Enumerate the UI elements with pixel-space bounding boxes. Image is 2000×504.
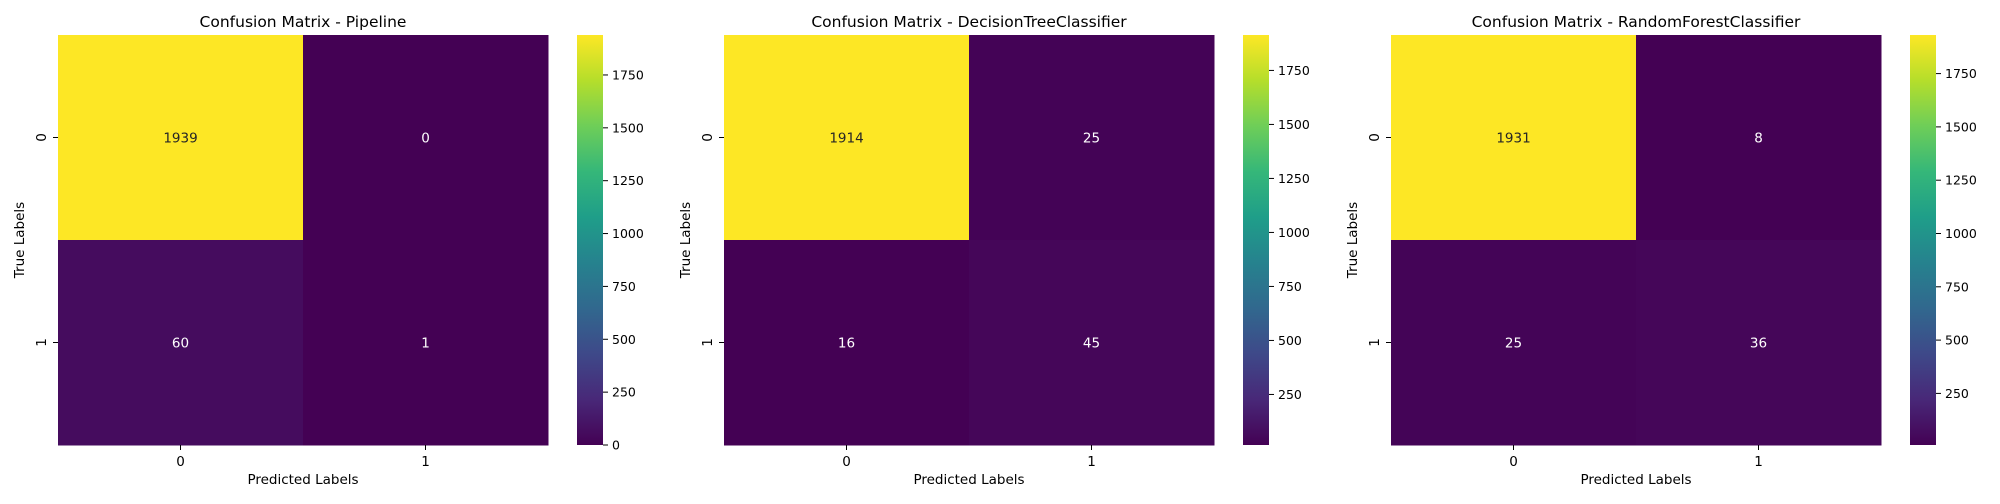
y-tick-label: 1 (34, 338, 50, 347)
colorbar-tick-label: 750 (1945, 279, 1969, 294)
chart-title: Confusion Matrix - RandomForestClassifie… (1472, 13, 1801, 31)
heatmap-panel-3: Confusion Matrix - RandomForestClassifie… (1345, 13, 1977, 488)
cell-value-label: 1931 (1496, 131, 1530, 147)
x-tick-label: 1 (421, 454, 430, 470)
colorbar-tick-label: 250 (1945, 386, 1969, 401)
cell-value-label: 25 (1505, 336, 1522, 352)
y-tick-label: 1 (1367, 338, 1383, 347)
y-axis-label: True Labels (678, 202, 694, 279)
colorbar-tick-label: 1250 (1278, 171, 1310, 186)
heatmap-cell-r0-c0 (1391, 35, 1637, 241)
heatmap-panel-1: Confusion Matrix - Pipeline 1939 0 60 1 0 1 0 1 P… (12, 13, 644, 488)
colorbar (577, 35, 603, 445)
heatmap-cell-r1-c0 (1391, 240, 1637, 446)
cell-value-label: 1939 (163, 131, 197, 147)
y-tick-label: 0 (700, 133, 716, 142)
colorbar-tick-label: 250 (1278, 387, 1302, 402)
heatmap-cell-r0-c0 (58, 35, 304, 241)
heatmap-cell-r1-c0 (724, 240, 970, 446)
colorbar-tick-label: 1500 (1945, 119, 1977, 134)
y-axis-label: True Labels (12, 202, 28, 279)
heatmap-panel-2: Confusion Matrix - DecisionTreeClassifie… (678, 13, 1310, 488)
y-tick-label: 1 (700, 338, 716, 347)
chart-title: Confusion Matrix - Pipeline (200, 13, 407, 31)
cell-value-label: 45 (1083, 336, 1100, 352)
cell-value-label: 60 (172, 336, 189, 352)
colorbar-tick-label: 250 (612, 385, 636, 400)
y-tick-label: 0 (1367, 133, 1383, 142)
cell-value-label: 1 (421, 336, 430, 352)
cell-value-label: 8 (1754, 131, 1763, 147)
x-tick-label: 0 (176, 454, 185, 470)
colorbar-tick-label: 1750 (612, 67, 644, 82)
cell-value-label: 0 (421, 131, 430, 147)
colorbar-tick-label: 1000 (1945, 226, 1977, 241)
colorbar-tick-label: 1750 (1278, 63, 1310, 78)
chart-title: Confusion Matrix - DecisionTreeClassifie… (811, 13, 1127, 31)
heatmap-cell-r0-c0 (724, 35, 970, 241)
y-tick-label: 0 (34, 133, 50, 142)
colorbar-tick-label: 500 (1278, 333, 1302, 348)
x-tick-label: 0 (842, 454, 851, 470)
colorbar-tick-label: 1500 (612, 120, 644, 135)
heatmap-cell-r1-c1 (303, 240, 549, 446)
colorbar-tick-label: 750 (1278, 279, 1302, 294)
cell-value-label: 36 (1750, 336, 1767, 352)
y-axis-label: True Labels (1345, 202, 1361, 279)
colorbar (1910, 35, 1936, 445)
heatmap-cell-r0-c1 (303, 35, 549, 241)
colorbar-tick-label: 1500 (1278, 117, 1310, 132)
colorbar-tick-label: 1000 (1278, 225, 1310, 240)
heatmap-cell-r0-c1 (969, 35, 1215, 241)
colorbar-tick-label: 1750 (1945, 66, 1977, 81)
x-axis-label: Predicted Labels (247, 472, 358, 488)
colorbar-tick-label: 1250 (1945, 173, 1977, 188)
x-axis-label: Predicted Labels (913, 472, 1024, 488)
colorbar-tick-label: 1000 (612, 226, 644, 241)
cell-value-label: 25 (1083, 131, 1100, 147)
colorbar-tick-label: 0 (612, 438, 620, 453)
heatmap-cell-r1-c0 (58, 240, 304, 446)
colorbar-tick-label: 1250 (612, 173, 644, 188)
colorbar-tick-label: 500 (612, 332, 636, 347)
x-tick-label: 0 (1509, 454, 1518, 470)
colorbar-tick-label: 500 (1945, 333, 1969, 348)
heatmap-cell-r1-c1 (969, 240, 1215, 446)
heatmap-cell-r1-c1 (1636, 240, 1882, 446)
cell-value-label: 16 (838, 336, 855, 352)
x-axis-label: Predicted Labels (1580, 472, 1691, 488)
heatmap-cell-r0-c1 (1636, 35, 1882, 241)
colorbar (1243, 35, 1269, 445)
colorbar-tick-label: 750 (612, 279, 636, 294)
x-tick-label: 1 (1087, 454, 1096, 470)
cell-value-label: 1914 (829, 131, 863, 147)
x-tick-label: 1 (1754, 454, 1763, 470)
